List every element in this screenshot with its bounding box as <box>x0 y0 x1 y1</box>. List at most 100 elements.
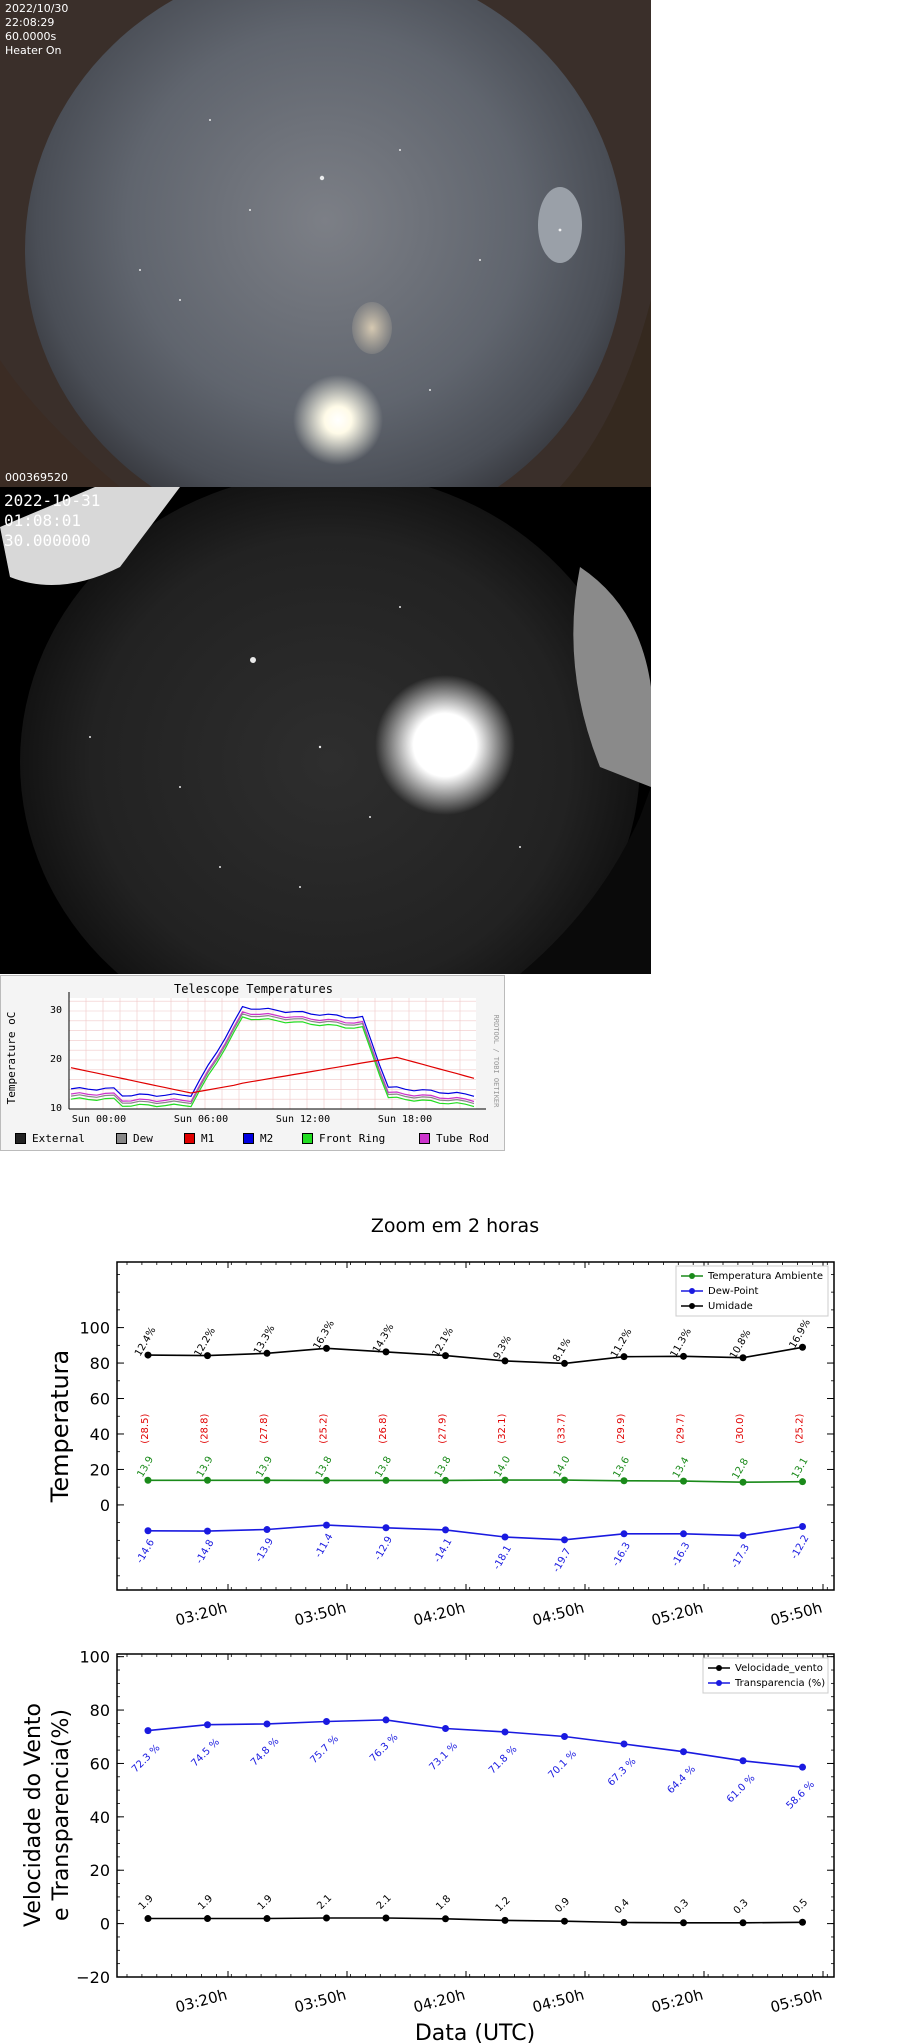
telescope-chart-title: Telescope Temperatures <box>174 982 333 996</box>
data-label: -14.1 <box>432 1537 454 1565</box>
data-label: 13.9 <box>255 1455 276 1480</box>
data-label: 13.6 <box>612 1455 633 1480</box>
wind-ytick-label: 80 <box>90 1701 110 1720</box>
data-point <box>323 1521 330 1529</box>
data-point <box>561 1359 568 1367</box>
x-axis-title: Data (UTC) <box>415 2021 535 2044</box>
data-point <box>620 1919 628 1927</box>
data-point <box>561 1536 568 1544</box>
temp-xtick-label: 05:20h <box>649 1598 705 1629</box>
tele-line-m2 <box>70 1005 475 1097</box>
red-annotation: (25.2) <box>319 1414 330 1444</box>
legend-swatch-m2 <box>243 1133 254 1144</box>
data-label: 74.8 % <box>249 1736 281 1768</box>
temperature-chart: Temperatura 0 20 40 60 80 100 03:20h 03:50h 04:2… <box>46 1261 835 1630</box>
data-point <box>263 1476 271 1484</box>
data-label: 70.1 % <box>546 1748 578 1780</box>
data-point <box>263 1349 271 1357</box>
data-point <box>442 1352 449 1360</box>
data-label: 58.6 % <box>784 1779 816 1811</box>
tele-line-dew <box>70 1013 475 1105</box>
tele-line-m1 <box>70 1056 475 1094</box>
legend-dew-point: Dew-Point <box>708 1286 759 1297</box>
red-annotation: (30.0) <box>735 1414 746 1444</box>
temp-xtick-label: 03:20h <box>173 1598 229 1629</box>
wind-xtick-label: 05:50h <box>768 1985 824 2016</box>
data-point <box>739 1354 747 1362</box>
data-point <box>323 1718 330 1726</box>
data-label: 0.9 <box>553 1896 572 1915</box>
temp-ytick-label: 80 <box>90 1354 110 1373</box>
data-point <box>442 1526 449 1534</box>
data-label: 1.9 <box>256 1893 275 1912</box>
data-label: 13.1 <box>790 1456 811 1481</box>
data-point <box>680 1477 687 1485</box>
data-label: -13.9 <box>254 1536 276 1564</box>
tele-ytick-30: 30 <box>50 1005 62 1016</box>
temperature-ylabel: Temperatura <box>46 1350 74 1504</box>
legend-swatch-front-ring <box>302 1133 313 1144</box>
data-point <box>323 1344 330 1352</box>
telescope-temperatures-panel: Telescope Temperatures Temperature oC RR… <box>0 975 505 1151</box>
data-point <box>323 1476 330 1484</box>
data-point <box>263 1526 271 1534</box>
telescope-chart-svg: Temperature oC RRDTOOL / TOBI OETIKER 30… <box>5 992 500 1125</box>
data-label: 0.5 <box>791 1897 810 1916</box>
tele-legend-external: External <box>15 1132 85 1145</box>
wind-ytick-label: 60 <box>90 1754 110 1773</box>
data-point <box>144 1915 152 1923</box>
data-point <box>144 1351 152 1359</box>
data-label: -12.9 <box>373 1535 395 1563</box>
data-point <box>204 1721 211 1729</box>
data-point <box>739 1478 747 1486</box>
tele-xtick-4: Sun 18:00 <box>378 1114 432 1125</box>
wind-ylabel-line1: Velocidade do Vento <box>21 1703 46 1927</box>
temp-ytick-label: 60 <box>90 1390 110 1409</box>
data-label: 1.2 <box>494 1895 513 1914</box>
data-label: 2.1 <box>315 1893 334 1912</box>
data-label: 1.9 <box>196 1893 215 1912</box>
legend-transparencia: Transparencia (%) <box>734 1678 825 1689</box>
data-point <box>144 1527 152 1535</box>
zoom-title: Zoom em 2 horas <box>370 1215 540 1237</box>
wind-xtick-label: 03:20h <box>173 1985 229 2016</box>
wind-xtick-label: 05:20h <box>649 1985 705 2016</box>
red-annotation: (32.1) <box>497 1414 508 1444</box>
data-point <box>144 1727 152 1735</box>
tele-xtick-1: Sun 00:00 <box>72 1114 126 1125</box>
data-point <box>382 1476 390 1484</box>
allsky-image-2-render <box>0 487 651 974</box>
legend-swatch-m1 <box>184 1133 195 1144</box>
series-line-temperatura-ambiente <box>148 1479 803 1484</box>
temp-xtick-label: 04:50h <box>530 1598 586 1629</box>
data-label: 1.9 <box>137 1893 156 1912</box>
data-label: 13.8 <box>374 1455 395 1480</box>
data-point <box>739 1757 747 1765</box>
temp-ytick-label: 100 <box>79 1319 110 1338</box>
wind-ytick-label: −20 <box>76 1968 110 1987</box>
data-point <box>382 1914 390 1922</box>
data-point <box>501 1916 509 1924</box>
data-label: 14.0 <box>552 1454 573 1479</box>
series-line-transparencia---- <box>147 1719 803 1768</box>
wind-ytick-label: 40 <box>90 1808 110 1827</box>
data-label: 71.8 % <box>487 1744 519 1776</box>
data-label: 13.9 <box>195 1455 216 1480</box>
camera1-frame-id: 000369520 <box>5 471 68 484</box>
wind-legend-box <box>702 1657 829 1694</box>
temp-ytick-label: 40 <box>90 1425 110 1444</box>
camera2-date: 2022-10-31 <box>4 491 101 510</box>
data-point <box>204 1352 211 1360</box>
data-label: 0.3 <box>732 1898 751 1917</box>
data-point <box>204 1527 211 1535</box>
data-label: 76.3 % <box>368 1732 400 1764</box>
legend-velocidade-vento: Velocidade_vento <box>735 1663 823 1674</box>
camera1-date: 2022/10/30 <box>5 2 69 15</box>
data-label: 72.3 % <box>130 1743 162 1775</box>
wind-ylabel-line2: e Transparencia(%) <box>49 1709 74 1921</box>
wind-legend: Velocidade_vento Transparencia (%) <box>702 1657 829 1694</box>
data-point <box>799 1918 806 1926</box>
camera1-exposure: 60.0000s <box>5 30 57 43</box>
data-label: 74.5 % <box>189 1737 221 1769</box>
data-label: 0.3 <box>672 1898 691 1917</box>
